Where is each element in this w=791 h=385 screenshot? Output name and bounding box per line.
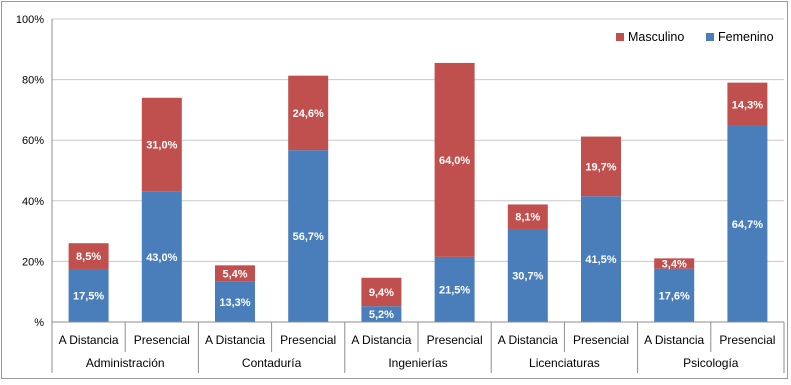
x-category-label: A Distancia xyxy=(205,333,265,347)
bar-femenino xyxy=(68,268,109,322)
data-label: 8,1% xyxy=(515,212,540,224)
legend-swatch-femenino xyxy=(706,33,714,41)
bar-femenino xyxy=(288,150,329,322)
chart-frame: % 20% 40% 60% 80% 100% 17,5% 8,5% 43,0% 31,0% 13,… xyxy=(1,1,788,379)
data-label: 17,6% xyxy=(659,290,690,302)
data-label: 56,7% xyxy=(293,231,324,243)
y-tick-label: 80% xyxy=(22,75,44,87)
data-label: 8,5% xyxy=(76,251,101,263)
bar-masculino xyxy=(581,136,621,197)
legend: Masculino Femenino xyxy=(616,30,774,44)
bar-femenino xyxy=(141,191,182,322)
bar-masculino xyxy=(141,97,182,192)
data-label: 30,7% xyxy=(512,270,543,282)
data-label: 41,5% xyxy=(585,254,616,266)
x-group-label: Psicología xyxy=(683,356,739,370)
data-labels: 17,5% 8,5% 43,0% 31,0% 13,3% 5,4% 56,7% 24,6% 5,… xyxy=(73,99,763,321)
y-axis-tick-labels: % 20% 40% 60% 80% 100% xyxy=(16,14,44,329)
legend-label-femenino: Femenino xyxy=(718,30,774,44)
data-label: 14,3% xyxy=(732,99,763,111)
x-category-label: Presencial xyxy=(134,333,190,347)
data-label: 17,5% xyxy=(73,290,104,302)
data-label: 21,5% xyxy=(439,284,470,296)
bar-masculino xyxy=(288,75,329,151)
bars xyxy=(68,62,768,322)
bar-femenino xyxy=(434,256,475,322)
bar-masculino xyxy=(434,62,475,257)
x-group-label: Licenciaturas xyxy=(529,356,600,370)
data-label: 9,4% xyxy=(369,287,394,299)
data-label: 13,3% xyxy=(219,297,250,309)
y-tick-label: % xyxy=(34,317,44,329)
bar-femenino xyxy=(507,228,548,322)
x-category-label: A Distancia xyxy=(644,333,704,347)
x-category-label: A Distancia xyxy=(59,333,119,347)
bar-femenino xyxy=(581,196,621,322)
data-label: 64,0% xyxy=(439,155,470,167)
bar-masculino xyxy=(727,82,768,126)
x-category-label: Presencial xyxy=(427,333,483,347)
data-label: 31,0% xyxy=(146,140,177,152)
x-category-label: Presencial xyxy=(719,333,775,347)
data-label: 5,2% xyxy=(369,309,394,321)
legend-label-masculino: Masculino xyxy=(628,30,684,44)
bar-masculino xyxy=(507,204,548,229)
x-category-label: A Distancia xyxy=(498,333,558,347)
bar-femenino xyxy=(361,306,402,322)
bar-masculino xyxy=(215,265,255,282)
y-tick-label: 100% xyxy=(16,14,44,26)
y-tick-label: 60% xyxy=(22,135,44,147)
legend-swatch-masculino xyxy=(616,33,624,41)
x-group-label: Ingenierías xyxy=(388,356,447,370)
y-tick-label: 40% xyxy=(22,196,44,208)
bar-masculino xyxy=(68,243,109,269)
data-label: 3,4% xyxy=(662,259,687,271)
y-tick-label: 20% xyxy=(22,256,44,268)
bar-masculino xyxy=(654,258,695,269)
x-group-label: Contaduría xyxy=(242,356,302,370)
data-label: 24,6% xyxy=(293,108,324,120)
x-group-label: Administración xyxy=(86,356,165,370)
x-category-label: A Distancia xyxy=(351,333,411,347)
bar-femenino xyxy=(727,125,768,322)
x-category-label: Presencial xyxy=(280,333,336,347)
data-label: 5,4% xyxy=(222,269,247,281)
data-label: 19,7% xyxy=(585,161,616,173)
x-axis: A Distancia Presencial A Distancia Presenci… xyxy=(51,19,785,373)
stacked-bar-chart: % 20% 40% 60% 80% 100% 17,5% 8,5% 43,0% 31,0% 13,… xyxy=(16,14,785,373)
bar-femenino xyxy=(215,281,255,322)
bar-femenino xyxy=(654,268,695,322)
x-category-label: Presencial xyxy=(573,333,629,347)
bar-masculino xyxy=(361,277,402,307)
data-label: 43,0% xyxy=(146,252,177,264)
data-label: 64,7% xyxy=(732,219,763,231)
